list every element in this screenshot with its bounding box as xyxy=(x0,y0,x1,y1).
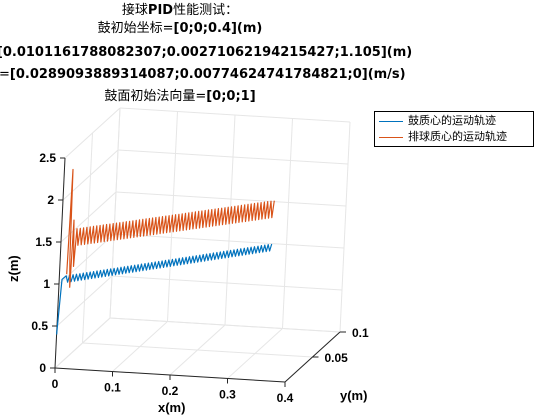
legend-swatch-drum xyxy=(379,120,403,122)
tick-layer: 0 0.1 0.2 0.3 0.40.050.100.511.522.5 xyxy=(31,151,369,405)
grid-line xyxy=(113,233,345,249)
y-tick-label: 0.1 xyxy=(352,326,369,340)
x-tick-label: 0.4 xyxy=(277,391,294,405)
y-tick-label: 0.05 xyxy=(325,351,349,365)
x-tick-label: 0.1 xyxy=(104,381,121,395)
z-tick-label: 2 xyxy=(47,193,54,207)
title-line-2: 鼓初始坐标=[0;0;0.4](m) xyxy=(97,21,263,36)
x-axis-label: x(m) xyxy=(158,400,185,415)
grid-line xyxy=(119,107,351,123)
grid-line xyxy=(339,121,351,333)
grid-line xyxy=(58,233,115,285)
x-tick-label: 0 xyxy=(52,377,59,391)
title-line-1: 接球PID性能测试： xyxy=(121,3,239,18)
legend-swatch-ball xyxy=(379,136,403,138)
legend-label-ball: 排球质心的运动轨迹 xyxy=(408,130,507,143)
grid-line xyxy=(111,275,343,291)
series-line-drum xyxy=(56,243,273,335)
x-tick-label: 0.3 xyxy=(219,388,236,402)
series-layer xyxy=(56,168,275,335)
z-tick-label: 1 xyxy=(43,277,50,291)
legend-item-ball: 排球质心的运动轨迹 xyxy=(379,129,507,145)
z-axis-label: z(m) xyxy=(6,255,21,282)
y-axis-label: y(m) xyxy=(340,388,367,403)
title-line-4: 始速度=[0.0289093889314087;0.00774624741784… xyxy=(0,67,406,82)
grid-line xyxy=(109,317,341,333)
z-axis-line xyxy=(54,157,66,369)
z-tick-label: 1.5 xyxy=(35,235,52,249)
grid-line xyxy=(82,342,313,358)
z-tick-label: 0 xyxy=(39,361,46,375)
z-tick-label: 0.5 xyxy=(31,319,48,333)
grid-line xyxy=(64,107,121,159)
x-tick-label: 0.2 xyxy=(162,384,179,398)
z-tick-label: 2.5 xyxy=(39,151,56,165)
grid-line xyxy=(56,275,113,327)
grid-line xyxy=(115,191,347,207)
grid-layer xyxy=(54,107,351,383)
grid-line xyxy=(282,118,293,329)
grid-line xyxy=(109,107,121,319)
grid-line xyxy=(117,149,349,165)
legend: 鼓质心的运动轨迹 排球质心的运动轨迹 xyxy=(374,111,534,147)
series-line-ball xyxy=(66,168,275,288)
legend-item-drum: 鼓质心的运动轨迹 xyxy=(379,113,496,129)
title-line-5: 鼓面初始法向量=[0;0;1] xyxy=(104,89,256,104)
legend-label-drum: 鼓质心的运动轨迹 xyxy=(408,114,496,127)
title-line-3: 坐标=[0.0101161788082307;0.002710621942154… xyxy=(0,45,413,60)
